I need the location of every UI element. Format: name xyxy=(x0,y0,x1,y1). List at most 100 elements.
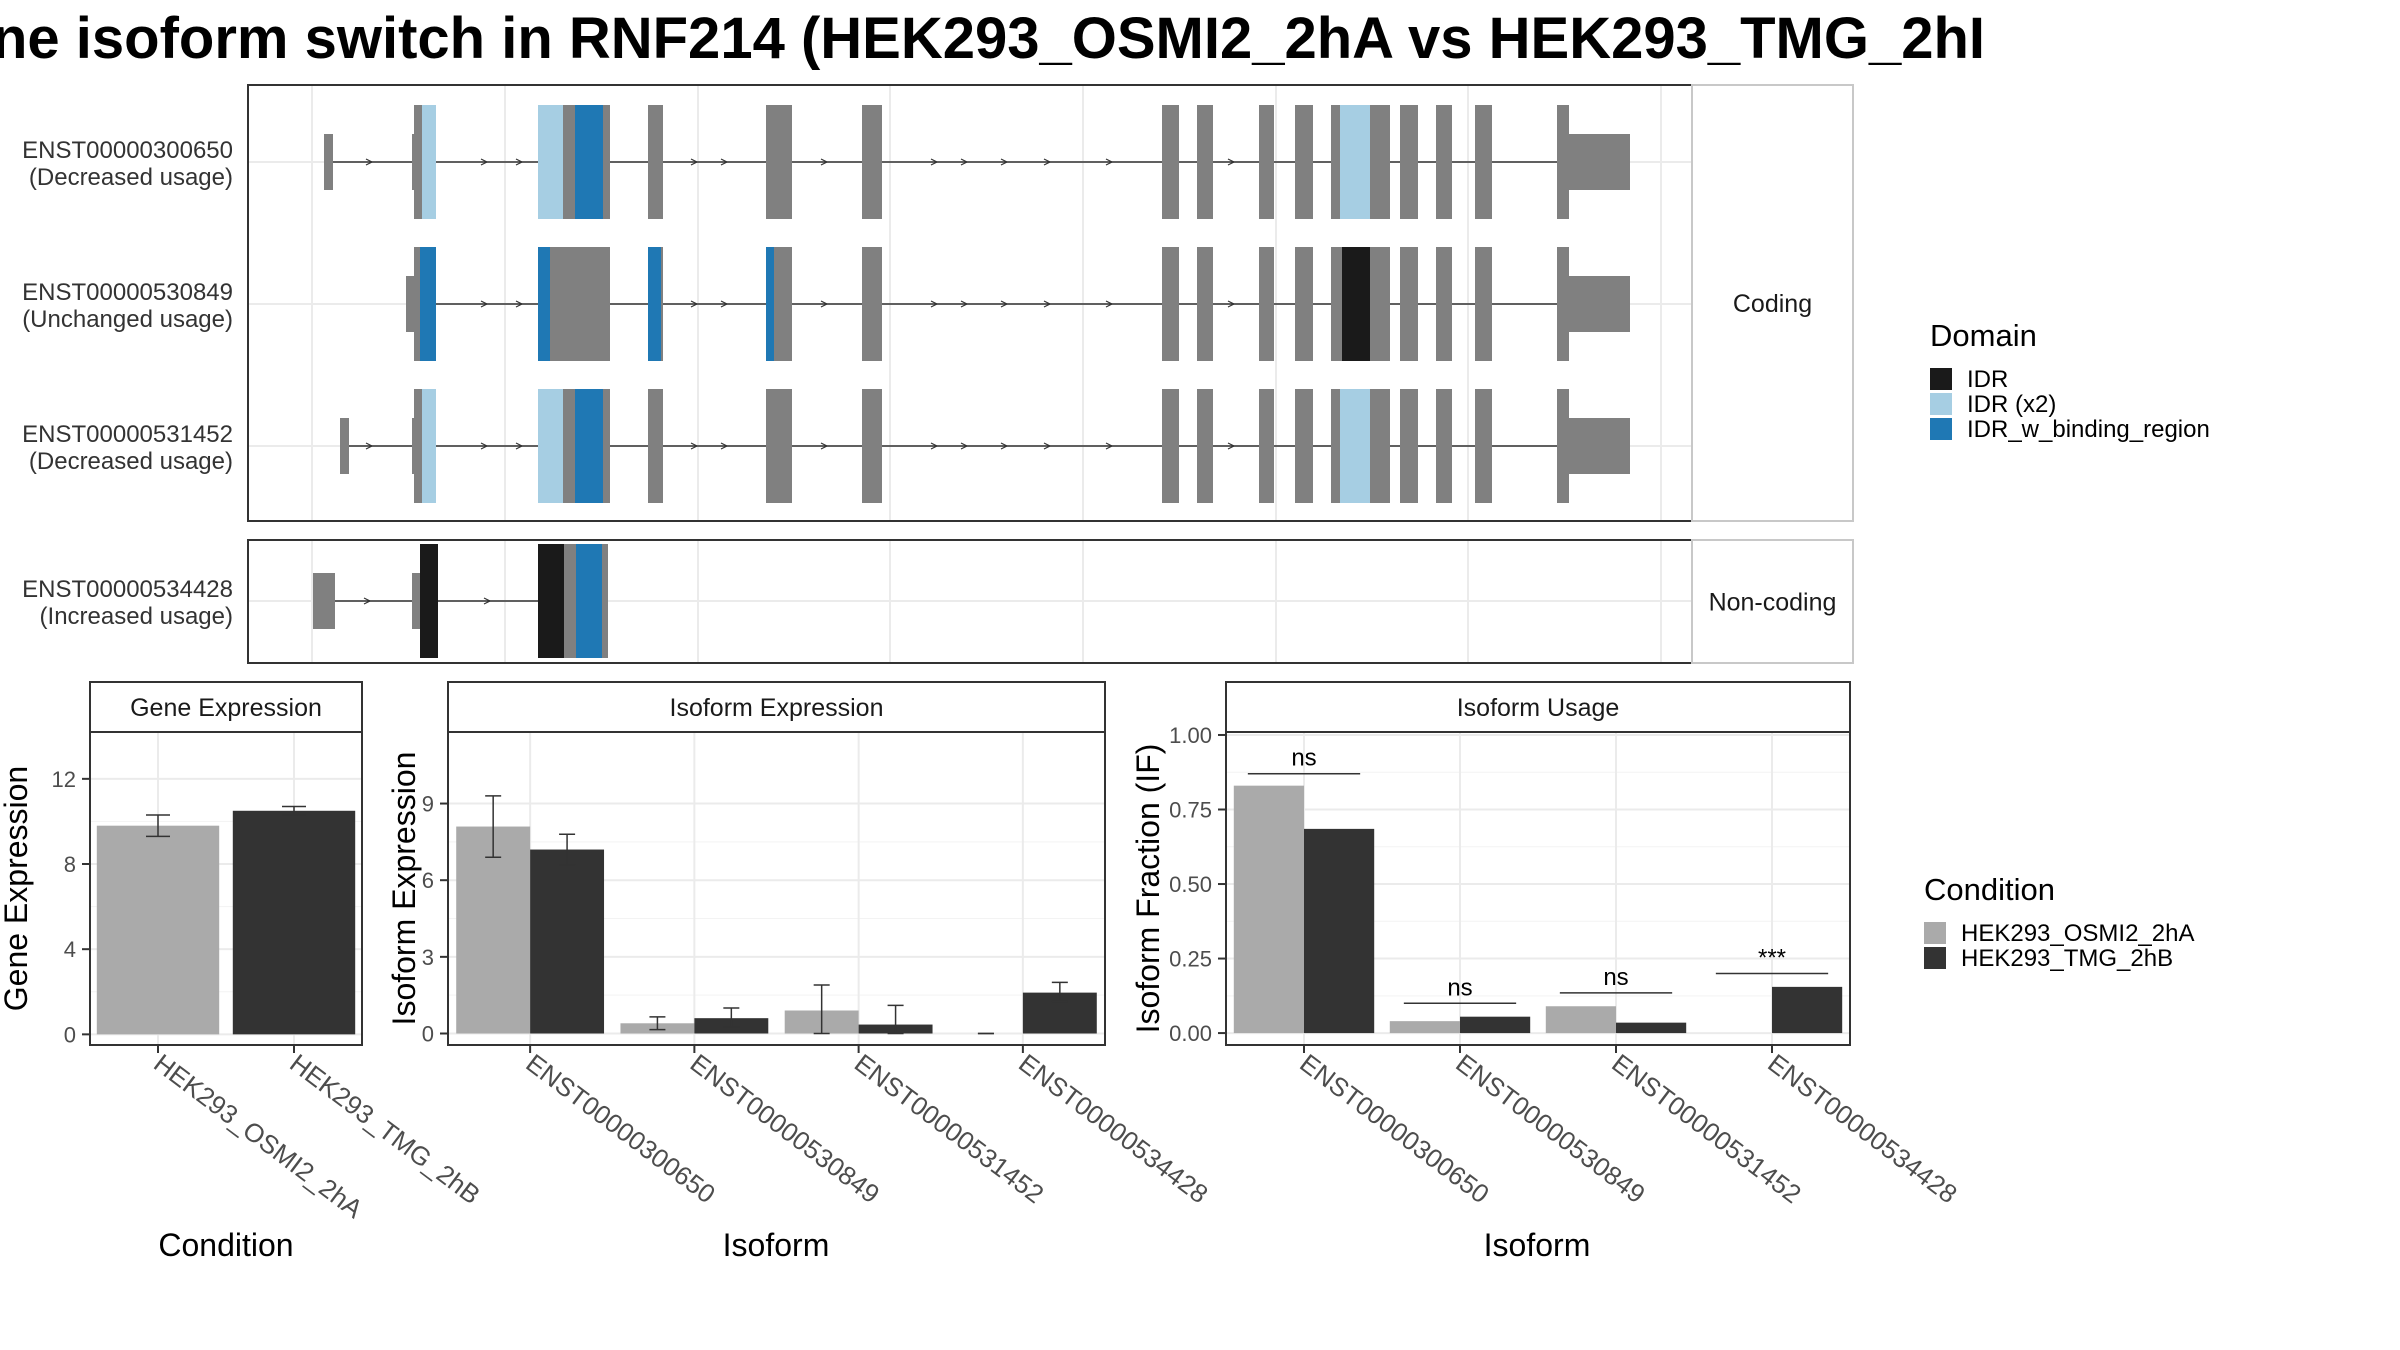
panel-strip xyxy=(447,681,1106,733)
intron-arrow xyxy=(690,442,699,450)
chart-isoform-usage: ns ns ns *** Isoform Usage 0.00 0.25 0.50 0.75 1.… xyxy=(1130,681,1963,1263)
significance-label: ns xyxy=(1447,974,1472,1001)
domain-idr xyxy=(538,544,564,658)
facet-coding: ENST00000300650(Decreased usage)ENST0000… xyxy=(22,84,1854,522)
bar xyxy=(1233,785,1304,1034)
exon-utr-3prime xyxy=(1565,276,1630,332)
y-tick-label: 6 xyxy=(422,868,434,893)
intron-arrow xyxy=(960,158,969,166)
x-axis-title: Isoform xyxy=(723,1227,830,1263)
x-axis-title: Condition xyxy=(158,1227,293,1263)
exon xyxy=(1400,389,1418,503)
intron-arrow xyxy=(365,442,374,450)
exon xyxy=(1259,247,1274,361)
intron-arrow xyxy=(690,158,699,166)
legend-label: IDR (x2) xyxy=(1967,391,2056,418)
exon xyxy=(1295,247,1313,361)
intron-arrow xyxy=(820,300,829,308)
exon xyxy=(564,544,576,658)
exon-utr xyxy=(406,276,414,332)
y-tick-label: 0 xyxy=(64,1022,76,1047)
exon xyxy=(602,544,608,658)
exon xyxy=(1475,389,1492,503)
y-tick-label: 3 xyxy=(422,945,434,970)
bar xyxy=(456,826,531,1034)
exon-utr xyxy=(412,573,420,629)
exon xyxy=(1334,389,1340,503)
exon xyxy=(1557,247,1569,361)
exon xyxy=(862,389,882,503)
y-tick-label: 0.25 xyxy=(1169,947,1212,972)
legend-key xyxy=(1930,368,1952,390)
exon-utr xyxy=(340,418,349,474)
intron-arrow xyxy=(1000,158,1009,166)
intron-arrow xyxy=(1043,300,1052,308)
domain-idr-w-binding-region xyxy=(575,389,603,503)
bar xyxy=(232,810,356,1035)
exon xyxy=(1162,389,1179,503)
exon xyxy=(563,389,575,503)
intron-arrow xyxy=(1105,442,1114,450)
exon xyxy=(766,105,792,219)
intron-arrow xyxy=(480,158,489,166)
exon xyxy=(648,389,663,503)
bar xyxy=(1772,986,1843,1034)
legend-key xyxy=(1930,418,1952,440)
exon xyxy=(1334,105,1340,219)
intron-arrow xyxy=(1227,442,1236,450)
domain-idr-w-binding-region xyxy=(538,247,550,361)
significance-label: *** xyxy=(1758,944,1786,971)
y-tick-label: 0 xyxy=(422,1022,434,1047)
exon xyxy=(1557,389,1569,503)
intron-arrow xyxy=(820,442,829,450)
isoform-id-label: ENST00000300650 xyxy=(22,137,233,164)
isoform-usage-label: (Decreased usage) xyxy=(29,448,233,475)
panel-strip-label: Isoform Usage xyxy=(1457,694,1620,722)
isoform-usage-label: (Increased usage) xyxy=(40,603,233,630)
intron-arrow xyxy=(480,442,489,450)
y-tick-label: 1.00 xyxy=(1169,723,1212,748)
legend-label: HEK293_TMG_2hB xyxy=(1961,945,2173,972)
intron-arrow xyxy=(483,597,492,605)
exon xyxy=(1436,105,1452,219)
domain-idr-w-binding-region xyxy=(648,247,661,361)
y-tick-label: 0.00 xyxy=(1169,1021,1212,1046)
domain-idr-w-binding-region xyxy=(576,544,602,658)
exon xyxy=(1436,247,1452,361)
isoform-id-label: ENST00000534428 xyxy=(22,576,233,603)
exon-utr xyxy=(313,573,335,629)
exon xyxy=(862,247,882,361)
intron-arrow xyxy=(720,442,729,450)
intron-arrow xyxy=(1043,158,1052,166)
expression-panels: Gene Expression04812HEK293_OSMI2_2hAHEK2… xyxy=(0,681,1963,1263)
intron-arrow xyxy=(480,300,489,308)
isoform-row: ENST00000300650(Decreased usage) xyxy=(22,105,1630,219)
exon xyxy=(1197,389,1213,503)
exon-utr xyxy=(324,134,333,190)
intron-arrow xyxy=(515,158,524,166)
domain-idr xyxy=(1342,247,1370,361)
significance-label: ns xyxy=(1291,745,1316,772)
bar xyxy=(1460,1016,1531,1034)
bar xyxy=(1304,828,1375,1034)
exon xyxy=(1295,105,1313,219)
isoform-structure-panel: ENST00000300650(Decreased usage)ENST0000… xyxy=(22,84,1854,664)
intron-arrow xyxy=(1043,442,1052,450)
intron-arrow xyxy=(960,442,969,450)
y-tick-label: 0.75 xyxy=(1169,798,1212,823)
intron-arrow xyxy=(820,158,829,166)
legend-label: HEK293_OSMI2_2hA xyxy=(1961,920,2194,947)
isoform-row: ENST00000530849(Unchanged usage) xyxy=(22,247,1630,361)
intron-arrow xyxy=(720,158,729,166)
exon xyxy=(1400,247,1418,361)
legend-key xyxy=(1924,922,1946,944)
facet-strip-label: Non-coding xyxy=(1709,589,1837,617)
domain-idr xyxy=(420,544,438,658)
intron-arrow xyxy=(1227,300,1236,308)
facet-strip-label: Coding xyxy=(1733,290,1812,318)
exon xyxy=(1336,247,1342,361)
domain-idr-x2- xyxy=(422,389,436,503)
